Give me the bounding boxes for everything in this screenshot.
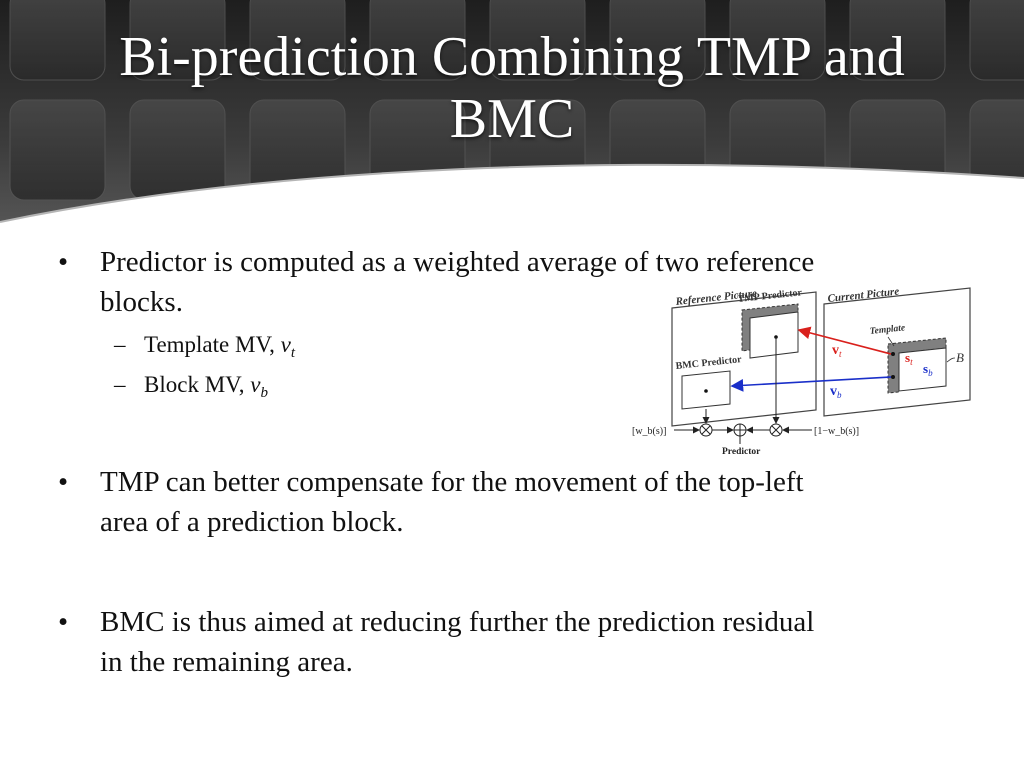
vb-label: vb [830,384,842,400]
sub-bullet-variable: v [280,332,291,357]
title-line-2: BMC [449,88,575,150]
vb-sub: b [837,390,842,400]
sub-bullet-subscript: t [290,345,295,361]
sub-bullet-variable: v [250,372,261,397]
multiply-left-cross [701,425,711,435]
sb-label: sb [923,361,933,378]
vb-arrow [730,376,892,392]
st-point [891,352,895,356]
template-pointer [887,336,895,347]
sb-sub: b [928,368,933,378]
st-sub: t [910,357,913,367]
predictor-label: Predictor [722,447,761,457]
bullet-marker: • [58,466,69,498]
tmp-predictor-block [749,311,799,359]
st-main: s [905,350,910,365]
st-label: st [905,350,913,367]
sub-bullet-text: Template MV, vt [144,330,295,361]
weight-right-label: [1−w_b(s)] [814,426,859,437]
sb-point [891,375,895,379]
template-label: Template [869,323,906,337]
bullet-line: in the remaining area. [100,646,353,678]
vt-main: v [832,343,839,358]
vb-main: v [830,384,837,399]
sub-bullet-marker: – [114,372,126,397]
sub-bullet-subscript: b [260,385,269,401]
multiply-right-cross [771,425,781,435]
vt-label: vt [832,343,842,359]
bullet-marker: • [58,246,69,278]
slide-title: Bi-prediction Combining TMP and BMC [0,26,1024,150]
block-label: B [956,350,964,365]
current-block [898,347,947,392]
title-line-1: Bi-prediction Combining TMP and [119,26,905,88]
bullet-line: Predictor is computed as a weighted aver… [100,246,815,278]
block-pointer [946,357,956,363]
bullet-line: blocks. [100,286,183,318]
bullet-marker: • [58,606,69,638]
bullet-line: area of a prediction block. [100,506,404,538]
bullet-line: BMC is thus aimed at reducing further th… [100,606,815,638]
sum-plus [734,424,746,436]
vt-arrow [797,326,892,355]
sb-main: s [923,361,928,376]
bullet-line: TMP can better compensate for the moveme… [100,466,804,498]
sub-bullet-label: Template MV, [144,332,281,357]
vt-sub: t [839,349,842,359]
sub-bullet-label: Block MV, [144,372,251,397]
bi-prediction-diagram: Reference Picture TMP Predictor BMC Pred… [632,286,971,457]
weight-left-label: [w_b(s)] [632,426,666,437]
header-background [0,0,1024,240]
bmc-predictor-point [704,389,708,393]
slide-header: Bi-prediction Combining TMP and BMC [0,0,1024,240]
sub-bullet-text: Block MV, vb [144,370,269,401]
sub-bullet-marker: – [114,332,126,357]
